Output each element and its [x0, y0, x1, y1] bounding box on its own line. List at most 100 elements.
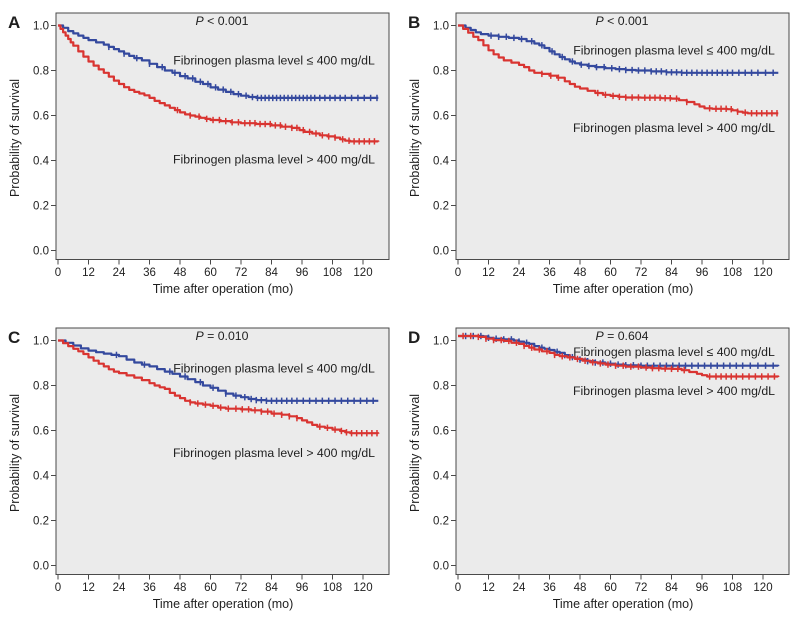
x-tick-label: 12: [482, 582, 495, 594]
y-tick-label: 0.2: [433, 201, 449, 213]
y-tick-label: 0.4: [33, 156, 50, 168]
panel-letter: C: [8, 328, 20, 347]
legend-label-high-fibrinogen: Fibrinogen plasma level > 400 mg/dL: [573, 384, 775, 398]
x-tick-label: 120: [353, 582, 372, 594]
y-tick-label: 0.2: [433, 516, 449, 528]
y-tick-label: 0.4: [33, 471, 50, 483]
x-tick-label: 48: [174, 267, 187, 279]
panel-D: 1.0 0.8 0.6 0.4 0.2 0.0 0 12 24 36 48 60 72 84 96 108 12…: [400, 315, 800, 631]
y-tick-label: 1.0: [33, 336, 49, 348]
x-tick-label: 72: [635, 582, 648, 594]
y-tick-label: 0.8: [433, 66, 449, 78]
x-tick-label: 24: [513, 267, 526, 279]
panel-letter: A: [8, 13, 20, 32]
plot-area: [55, 12, 390, 260]
y-tick-label: 0.8: [33, 66, 49, 78]
x-tick-label: 24: [513, 582, 526, 594]
x-tick-label: 96: [296, 582, 309, 594]
x-tick-label: 120: [753, 582, 772, 594]
x-tick-label: 36: [143, 582, 156, 594]
legend-label-high-fibrinogen: Fibrinogen plasma level > 400 mg/dL: [173, 446, 375, 460]
x-tick-label: 96: [296, 267, 309, 279]
x-tick-label: 12: [82, 582, 95, 594]
y-tick-label: 0.6: [433, 426, 449, 438]
y-tick-label: 0.2: [33, 201, 49, 213]
x-axis-title: Time after operation (mo): [553, 282, 694, 296]
plot-area: [455, 12, 790, 260]
p-value-label: P = 0.010: [196, 329, 249, 343]
p-value-label: P = 0.604: [596, 329, 649, 343]
legend-label-low-fibrinogen: Fibrinogen plasma level ≤ 400 mg/dL: [573, 345, 775, 359]
x-tick-label: 108: [723, 267, 742, 279]
panel-C: 1.0 0.8 0.6 0.4 0.2 0.0 0 12 24 36 48 60 72 84 96 108 12…: [0, 315, 400, 631]
x-tick-label: 48: [174, 582, 187, 594]
x-tick-label: 36: [143, 267, 156, 279]
y-tick-label: 0.6: [33, 111, 49, 123]
survival-curve-low-fibrinogen: [58, 24, 379, 99]
survival-curve-high-fibrinogen: [58, 339, 380, 435]
p-value-label: P < 0.001: [196, 14, 249, 28]
x-tick-label: 108: [323, 582, 342, 594]
plot-area: [455, 327, 790, 575]
y-tick-label: 0.6: [433, 111, 449, 123]
km-chart-A: 1.0 0.8 0.6 0.4 0.2 0.0 0 12 24 36 48 60 72 84 96 108 12…: [8, 12, 390, 296]
x-tick-label: 0: [55, 582, 61, 594]
x-tick-label: 72: [635, 267, 648, 279]
x-tick-label: 36: [543, 582, 556, 594]
y-tick-label: 1.0: [433, 336, 449, 348]
x-tick-label: 0: [455, 582, 461, 594]
x-tick-label: 84: [265, 267, 278, 279]
legend-label-high-fibrinogen: Fibrinogen plasma level > 400 mg/dL: [573, 121, 775, 135]
x-tick-label: 0: [455, 267, 461, 279]
y-tick-label: 0.0: [33, 561, 49, 573]
panel-B: 1.0 0.8 0.6 0.4 0.2 0.0 0 12 24 36 48 60 72 84 96 108 12…: [400, 0, 800, 315]
km-chart-B: 1.0 0.8 0.6 0.4 0.2 0.0 0 12 24 36 48 60 72 84 96 108 12…: [408, 12, 790, 296]
x-tick-label: 108: [723, 582, 742, 594]
x-tick-label: 60: [204, 267, 217, 279]
y-tick-label: 1.0: [33, 21, 49, 33]
p-value-label: P < 0.001: [596, 14, 649, 28]
x-tick-label: 12: [82, 267, 95, 279]
survival-curve-high-fibrinogen: [458, 24, 779, 115]
x-tick-label: 108: [323, 267, 342, 279]
x-axis-title: Time after operation (mo): [553, 597, 694, 611]
y-tick-label: 0.0: [433, 561, 449, 573]
panel-letter: D: [408, 328, 420, 347]
x-tick-label: 72: [235, 582, 248, 594]
x-tick-label: 120: [353, 267, 372, 279]
x-tick-label: 48: [574, 582, 587, 594]
y-tick-label: 0.2: [33, 516, 49, 528]
y-tick-label: 0.6: [33, 426, 49, 438]
x-tick-label: 24: [113, 582, 126, 594]
y-tick-label: 1.0: [433, 21, 449, 33]
y-tick-label: 0.0: [33, 246, 49, 258]
x-tick-label: 84: [665, 267, 678, 279]
y-tick-label: 0.4: [433, 471, 450, 483]
x-axis-title: Time after operation (mo): [153, 282, 294, 296]
x-tick-label: 24: [113, 267, 126, 279]
x-tick-label: 84: [665, 582, 678, 594]
y-axis-title: Probability of survival: [408, 394, 422, 512]
legend-label-low-fibrinogen: Fibrinogen plasma level ≤ 400 mg/dL: [173, 53, 375, 67]
legend-label-low-fibrinogen: Fibrinogen plasma level ≤ 400 mg/dL: [173, 362, 375, 376]
panel-A: 1.0 0.8 0.6 0.4 0.2 0.0 0 12 24 36 48 60 72 84 96 108 12…: [0, 0, 400, 315]
km-chart-C: 1.0 0.8 0.6 0.4 0.2 0.0 0 12 24 36 48 60 72 84 96 108 12…: [8, 327, 390, 611]
y-tick-label: 0.0: [433, 246, 449, 258]
km-chart-D: 1.0 0.8 0.6 0.4 0.2 0.0 0 12 24 36 48 60 72 84 96 108 12…: [408, 327, 790, 611]
x-tick-label: 84: [265, 582, 278, 594]
y-tick-label: 0.8: [433, 381, 449, 393]
y-axis-title: Probability of survival: [408, 79, 422, 197]
survival-curve-high-fibrinogen: [58, 24, 380, 143]
x-tick-label: 96: [696, 267, 709, 279]
legend-label-low-fibrinogen: Fibrinogen plasma level ≤ 400 mg/dL: [573, 43, 775, 57]
legend-label-high-fibrinogen: Fibrinogen plasma level > 400 mg/dL: [173, 152, 375, 166]
y-axis-title: Probability of survival: [8, 394, 22, 512]
x-tick-label: 60: [204, 582, 217, 594]
x-tick-label: 120: [753, 267, 772, 279]
x-axis-title: Time after operation (mo): [153, 597, 294, 611]
x-tick-label: 96: [696, 582, 709, 594]
x-tick-label: 36: [543, 267, 556, 279]
x-tick-label: 60: [604, 582, 617, 594]
survival-curve-low-fibrinogen: [58, 339, 379, 402]
